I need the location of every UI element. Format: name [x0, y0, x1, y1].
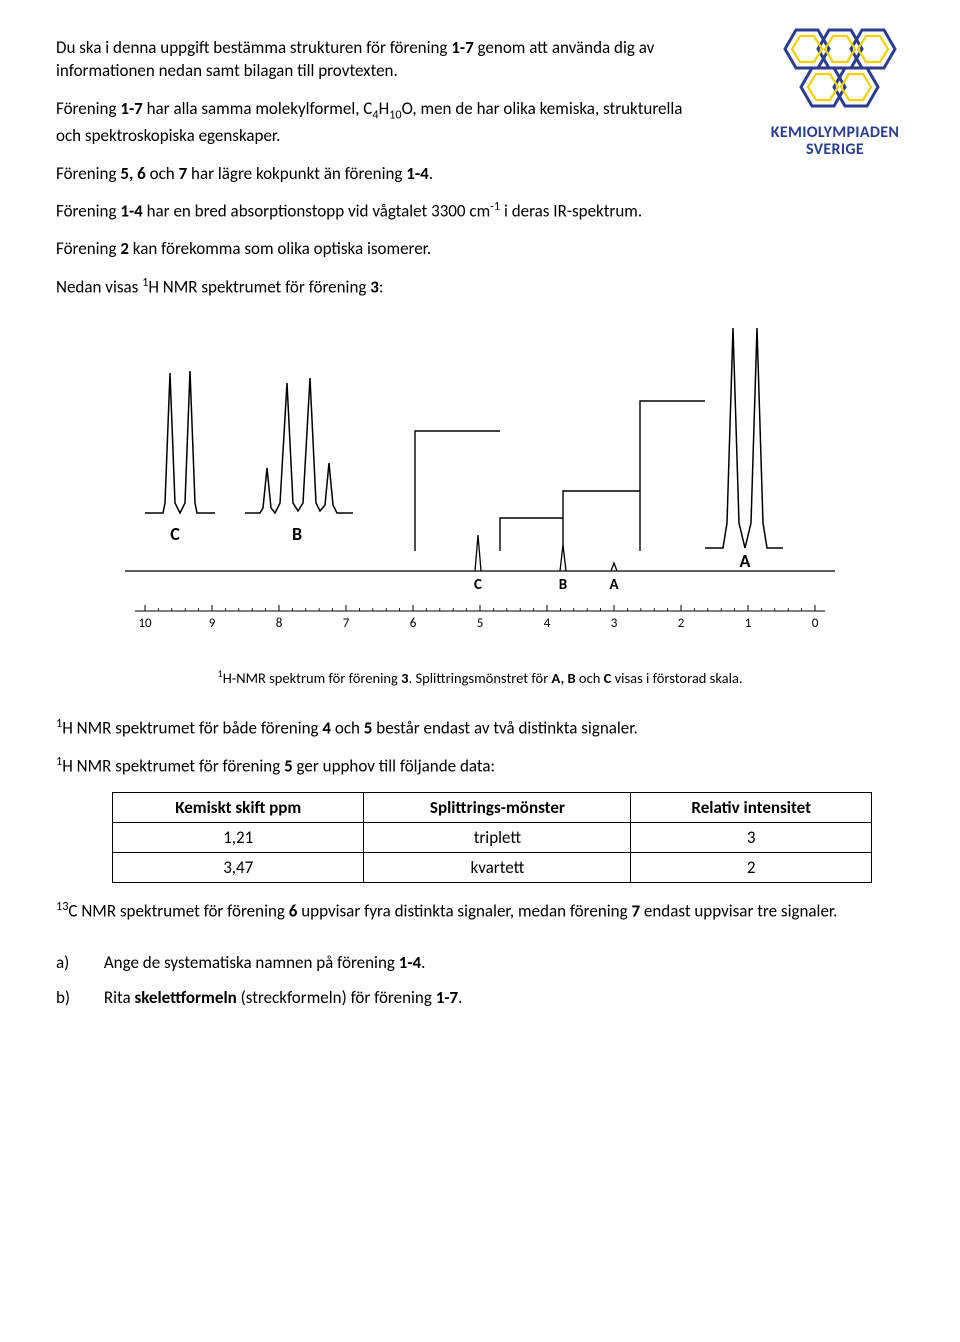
nmr-spectrum-svg: C B A: [115, 313, 845, 653]
svg-text:2: 2: [678, 616, 685, 631]
svg-text:8: 8: [276, 616, 283, 631]
th-shift: Kemiskt skift ppm: [113, 792, 364, 822]
logo-block: KEMIOLYMPIADEN SVERIGE: [750, 24, 920, 159]
questions-block: a) Ange de systematiska namnen på föreni…: [56, 951, 904, 1010]
table-row: 1,21 triplett 3: [113, 822, 872, 852]
table-row: 3,47 kvartett 2: [113, 852, 872, 882]
paragraph-9: 13C NMR spektrumet för förening 6 uppvis…: [56, 899, 904, 923]
question-b: b) Rita skelettformeln (streckformeln) f…: [56, 986, 904, 1009]
baseline-label-b: B: [559, 576, 567, 594]
svg-text:1: 1: [745, 616, 752, 631]
svg-text:10: 10: [138, 616, 152, 631]
baseline-label-a: A: [609, 576, 619, 594]
svg-text:4: 4: [544, 616, 551, 631]
svg-text:0: 0: [812, 616, 819, 631]
table-header-row: Kemiskt skift ppm Splittrings-mönster Re…: [113, 792, 872, 822]
svg-text:9: 9: [209, 616, 216, 631]
logo-text: KEMIOLYMPIADEN SVERIGE: [750, 125, 920, 159]
svg-text:5: 5: [477, 616, 484, 631]
th-intensity: Relativ intensitet: [631, 792, 872, 822]
svg-text:6: 6: [410, 616, 417, 631]
hexagon-cluster-icon: [760, 24, 910, 119]
paragraph-4: Förening 1-4 har en bred absorptionstopp…: [56, 199, 904, 223]
th-splitting: Splittrings-mönster: [364, 792, 631, 822]
paragraph-6: Nedan visas 1H NMR spektrumet för föreni…: [56, 275, 904, 299]
spectrum-caption: 1H-NMR spektrum för förening 3. Splittri…: [56, 667, 904, 688]
question-a: a) Ange de systematiska namnen på föreni…: [56, 951, 904, 974]
svg-text:3: 3: [611, 616, 618, 631]
nmr-spectrum-figure: C B A: [56, 313, 904, 653]
paragraph-7: 1H NMR spektrumet för både förening 4 oc…: [56, 716, 904, 740]
nmr-data-table: Kemiskt skift ppm Splittrings-mönster Re…: [112, 792, 872, 883]
inset-label-a: A: [740, 550, 751, 572]
baseline-label-c: C: [474, 576, 482, 594]
paragraph-5: Förening 2 kan förekomma som olika optis…: [56, 237, 904, 260]
inset-label-b: B: [292, 523, 302, 545]
paragraph-8: 1H NMR spektrumet för förening 5 ger upp…: [56, 754, 904, 778]
logo-line2: SVERIGE: [806, 140, 864, 159]
inset-label-c: C: [170, 523, 180, 545]
paragraph-3: Förening 5, 6 och 7 har lägre kokpunkt ä…: [56, 162, 904, 185]
svg-text:7: 7: [343, 616, 350, 631]
